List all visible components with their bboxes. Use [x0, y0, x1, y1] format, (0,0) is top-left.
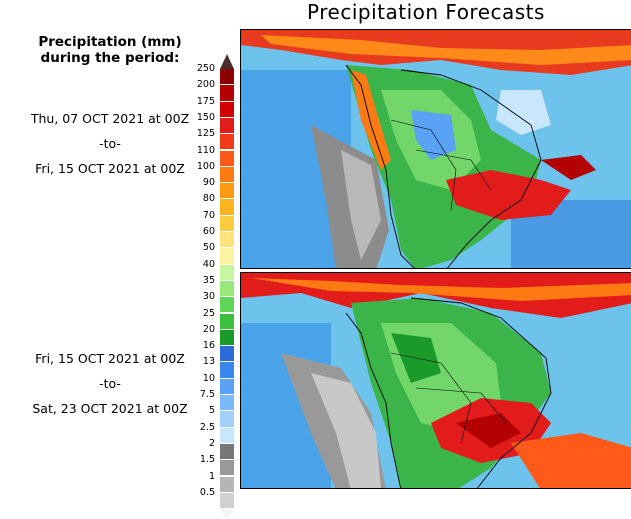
period-2-range: Fri, 15 OCT 2021 at 00Z -to- Sat, 23 OCT…	[10, 346, 210, 421]
scale-label: 40	[202, 258, 215, 270]
scale-swatch	[220, 101, 234, 118]
scale-label: 50	[202, 242, 215, 254]
legend-title-line1: Precipitation (mm)	[38, 34, 182, 50]
scale-swatch	[220, 183, 234, 200]
scale-swatch	[220, 378, 234, 395]
scale-label: 5	[208, 405, 215, 417]
scale-swatch	[220, 297, 234, 314]
scale-label: 13	[202, 356, 215, 368]
scale-label: 0.5	[199, 486, 215, 498]
scale-label: 250	[196, 63, 215, 74]
scale-label: 2	[208, 437, 215, 449]
scale-swatch	[220, 215, 234, 232]
scale-swatch	[220, 492, 234, 510]
scale-label: 35	[202, 274, 215, 286]
scale-swatch	[220, 460, 234, 477]
scale-label: 20	[202, 323, 215, 335]
scale-label: 7.5	[199, 389, 215, 400]
scale-swatch	[220, 362, 234, 379]
scale-swatch	[220, 443, 234, 461]
legend-title-line2: during the period:	[40, 50, 180, 66]
scale-swatch	[220, 329, 234, 347]
scale-label: 1	[208, 470, 215, 482]
scale-swatch	[220, 69, 234, 86]
scale-bar	[220, 69, 234, 510]
forecast-map-week1	[240, 29, 631, 269]
scale-swatch	[220, 346, 234, 363]
scale-label: 125	[196, 128, 215, 140]
scale-swatch	[220, 248, 234, 265]
scale-label: 1.5	[199, 454, 215, 466]
scale-swatch	[220, 117, 234, 135]
period-1-separator: -to-	[99, 136, 121, 151]
period-1-start: Thu, 07 OCT 2021 at 00Z	[30, 111, 190, 126]
scale-label: 90	[202, 177, 215, 189]
scale-swatch	[220, 427, 234, 444]
scale-label: 110	[196, 144, 215, 156]
scale-swatch	[220, 85, 234, 102]
scale-label: 70	[202, 209, 215, 221]
forecast-map-week2-image	[241, 273, 631, 488]
scale-label: 100	[196, 160, 215, 172]
period-2-end: Sat, 23 OCT 2021 at 00Z	[32, 401, 188, 416]
scale-label: 16	[202, 340, 215, 352]
scale-swatch	[220, 476, 234, 493]
period-1-range: Thu, 07 OCT 2021 at 00Z -to- Fri, 15 OCT…	[10, 106, 210, 181]
scale-label: 30	[202, 291, 215, 303]
scale-label: 10	[202, 372, 215, 384]
scale-label: 25	[202, 307, 215, 319]
scale-swatch	[220, 395, 234, 412]
scale-swatch	[220, 150, 234, 167]
scale-label: 150	[196, 111, 215, 123]
scale-label: 175	[196, 95, 215, 107]
scale-swatch	[220, 280, 234, 298]
scale-swatch	[220, 166, 234, 184]
scale-swatch	[220, 232, 234, 249]
scale-label: 60	[202, 226, 215, 237]
legend-title: Precipitation (mm) during the period:	[20, 34, 200, 66]
color-scale: 250 200 175 150 125 110 100 90 80 70 60 50 40 35 30 25 2…	[193, 54, 239, 519]
forecast-map-week1-image	[241, 30, 631, 268]
page-title: Precipitation Forecasts	[307, 0, 545, 24]
period-1-end: Fri, 15 OCT 2021 at 00Z	[35, 161, 185, 176]
scale-label: 80	[202, 193, 215, 205]
scale-max-arrow-icon	[220, 54, 234, 69]
scale-swatch	[220, 199, 234, 216]
scale-label: 2.5	[199, 421, 215, 433]
scale-label: 200	[196, 79, 215, 91]
scale-swatch	[220, 134, 234, 151]
scale-min-arrow-icon	[220, 509, 234, 519]
forecast-map-week2	[240, 272, 631, 489]
period-2-start: Fri, 15 OCT 2021 at 00Z	[35, 351, 185, 366]
period-2-separator: -to-	[99, 376, 121, 391]
scale-swatch	[220, 264, 234, 281]
scale-swatch	[220, 313, 234, 330]
scale-swatch	[220, 411, 234, 428]
